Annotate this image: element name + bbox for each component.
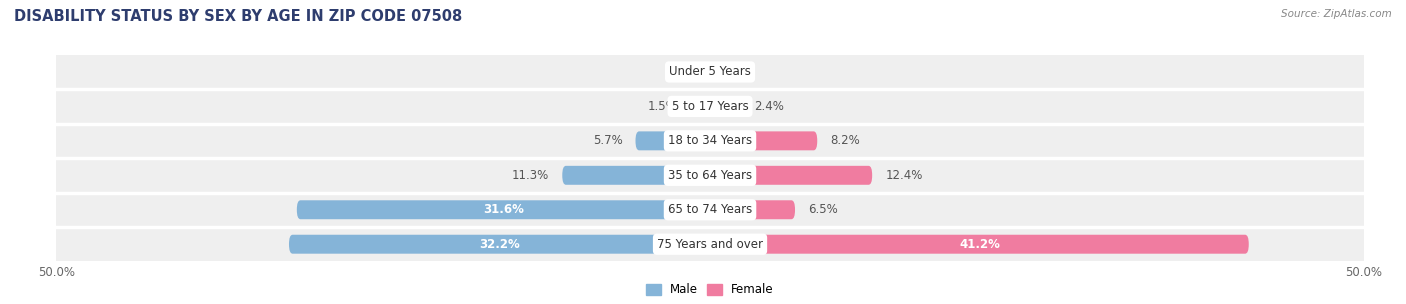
Text: 0.0%: 0.0%	[723, 65, 752, 78]
FancyBboxPatch shape	[710, 200, 794, 219]
Text: 31.6%: 31.6%	[484, 203, 524, 216]
FancyBboxPatch shape	[690, 97, 710, 116]
Text: 6.5%: 6.5%	[808, 203, 838, 216]
Text: 41.2%: 41.2%	[959, 238, 1000, 251]
Bar	[56, 124, 1364, 158]
Text: Source: ZipAtlas.com: Source: ZipAtlas.com	[1281, 9, 1392, 19]
Bar	[56, 227, 1364, 261]
FancyBboxPatch shape	[636, 131, 710, 150]
Bar	[56, 158, 1364, 192]
Bar	[56, 192, 1364, 227]
Text: 35 to 64 Years: 35 to 64 Years	[668, 169, 752, 182]
Text: 5.7%: 5.7%	[593, 134, 623, 147]
Legend: Male, Female: Male, Female	[641, 278, 779, 301]
Text: 2.4%: 2.4%	[755, 100, 785, 113]
Text: 65 to 74 Years: 65 to 74 Years	[668, 203, 752, 216]
FancyBboxPatch shape	[706, 63, 710, 81]
Bar	[56, 55, 1364, 89]
FancyBboxPatch shape	[562, 166, 710, 185]
FancyBboxPatch shape	[710, 97, 741, 116]
Text: 8.2%: 8.2%	[831, 134, 860, 147]
FancyBboxPatch shape	[710, 235, 1249, 254]
FancyBboxPatch shape	[710, 166, 872, 185]
Text: 12.4%: 12.4%	[886, 169, 922, 182]
FancyBboxPatch shape	[290, 235, 710, 254]
Text: 75 Years and over: 75 Years and over	[657, 238, 763, 251]
FancyBboxPatch shape	[297, 200, 710, 219]
Text: Under 5 Years: Under 5 Years	[669, 65, 751, 78]
Text: 0.0%: 0.0%	[668, 65, 697, 78]
FancyBboxPatch shape	[710, 131, 817, 150]
Text: 11.3%: 11.3%	[512, 169, 550, 182]
Text: 1.5%: 1.5%	[648, 100, 678, 113]
Text: 32.2%: 32.2%	[479, 238, 520, 251]
Text: 5 to 17 Years: 5 to 17 Years	[672, 100, 748, 113]
Bar	[56, 89, 1364, 124]
Text: 18 to 34 Years: 18 to 34 Years	[668, 134, 752, 147]
FancyBboxPatch shape	[710, 63, 714, 81]
Text: DISABILITY STATUS BY SEX BY AGE IN ZIP CODE 07508: DISABILITY STATUS BY SEX BY AGE IN ZIP C…	[14, 9, 463, 24]
